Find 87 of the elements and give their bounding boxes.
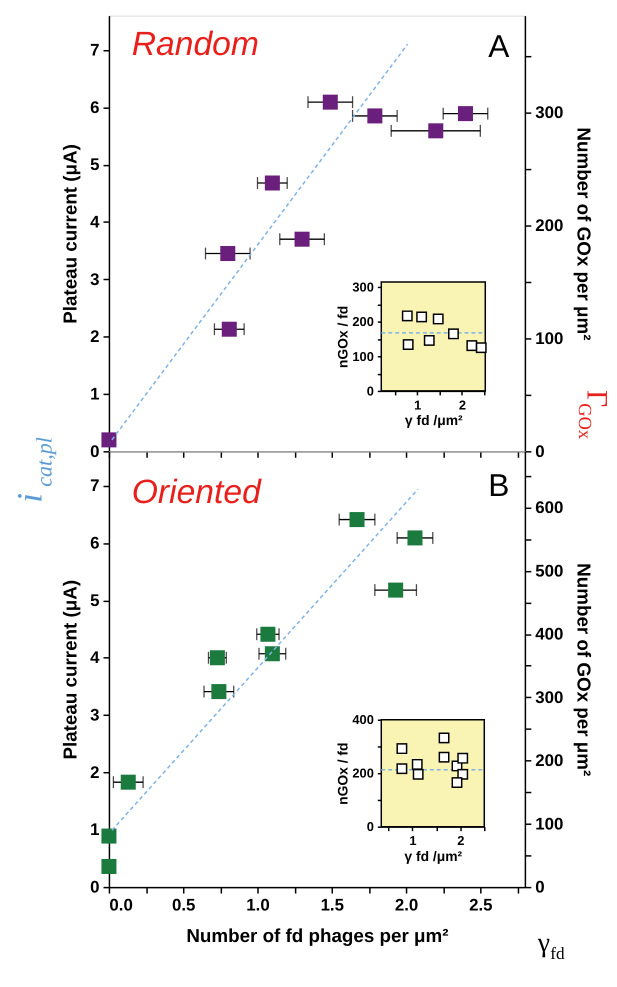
point — [264, 646, 280, 662]
y2-tick-label: 300 — [535, 103, 564, 122]
y-tick-label: 7 — [90, 476, 100, 496]
point — [452, 777, 462, 788]
y2-tick-label: 300 — [535, 688, 564, 707]
y-tick-label: 6 — [90, 534, 100, 553]
y-tick-label: 0 — [366, 383, 374, 398]
y2-axis-title: Number of GOx per μm² — [573, 127, 594, 340]
point — [476, 342, 487, 354]
x-axis-title: γ fd /μm² — [404, 412, 464, 428]
point — [350, 512, 365, 528]
y-tick-label: 300 — [352, 280, 374, 295]
point — [416, 311, 428, 322]
point — [396, 743, 408, 754]
point — [220, 246, 236, 262]
x-axis-title: γ fd /μm² — [404, 848, 463, 864]
point — [367, 108, 382, 124]
annotation: A — [488, 28, 510, 64]
point — [438, 752, 450, 763]
y-tick-label: 2 — [90, 762, 100, 782]
point — [412, 758, 423, 770]
point — [222, 322, 237, 337]
point — [388, 582, 404, 598]
y-tick-label: 4 — [90, 648, 100, 668]
x-tick-label: 1.0 — [246, 895, 270, 914]
y-tick-label: 100 — [352, 348, 374, 364]
point — [101, 432, 116, 448]
y-tick-label: 0 — [90, 442, 100, 461]
y2-tick-label: 600 — [535, 498, 564, 518]
y-tick-label: 4 — [90, 212, 100, 232]
y-axis-title: Plateau current (μA) — [59, 580, 80, 760]
point — [211, 684, 226, 700]
annotation: Random — [132, 26, 259, 64]
point — [407, 530, 422, 546]
point — [448, 328, 459, 340]
y2-tick-label: 0 — [535, 442, 545, 461]
y2-tick-label: 200 — [535, 216, 564, 236]
y2-tick-label: 400 — [535, 624, 564, 644]
y-tick-label: 3 — [90, 706, 100, 725]
x-axis-title: Number of fd phages per μm² — [186, 925, 448, 946]
y2-tick-label: 100 — [535, 814, 564, 834]
point — [264, 175, 280, 191]
point — [412, 768, 424, 780]
y-axis-title: nGOx / fd — [334, 306, 350, 368]
point — [101, 858, 116, 874]
y-tick-label: 200 — [352, 314, 374, 330]
annotation: B — [488, 466, 510, 503]
y2-axis-title: Number of GOx per μm² — [573, 563, 594, 776]
y2-tick-label: 0 — [535, 878, 545, 897]
y-tick-label: 5 — [90, 590, 100, 610]
y-tick-label: 6 — [90, 98, 100, 117]
y-tick-label: 3 — [90, 270, 100, 289]
annotation: Oriented — [132, 474, 262, 511]
point — [402, 310, 413, 322]
point — [396, 763, 408, 774]
point — [120, 774, 136, 790]
x-tick-label: 2.0 — [394, 895, 418, 914]
y2-tick-label: 200 — [535, 751, 564, 770]
point — [322, 94, 338, 110]
x-tick-label: 0.0 — [109, 895, 133, 914]
y-tick-label: 7 — [90, 40, 100, 60]
point — [428, 123, 444, 138]
y-tick-label: 0 — [90, 878, 100, 897]
y-tick-label: 2 — [90, 327, 100, 346]
y2-tick-label: 100 — [535, 328, 564, 348]
y2-tick-label: 500 — [535, 561, 564, 580]
point — [438, 732, 450, 744]
y-tick-label: 200 — [352, 766, 374, 781]
x-tick-label: 2.5 — [469, 895, 493, 914]
x-tick-label: 1.5 — [320, 895, 344, 914]
y-tick-label: 5 — [90, 155, 100, 174]
y-tick-label: 400 — [352, 712, 374, 728]
point — [294, 232, 310, 247]
point — [432, 314, 444, 324]
point — [101, 828, 116, 844]
point — [458, 106, 473, 122]
y-axis-title: Plateau current (μA) — [59, 144, 80, 324]
point — [260, 626, 276, 642]
point — [457, 752, 468, 764]
text: ΓGOx — [574, 390, 612, 440]
text: icat,pl — [10, 437, 57, 503]
point — [466, 340, 478, 352]
point — [424, 334, 435, 346]
point — [402, 339, 414, 350]
y-axis-title: nGOx / fd — [334, 742, 350, 805]
x-tick-label: 0.5 — [172, 895, 196, 914]
y-tick-label: 0 — [366, 819, 374, 834]
